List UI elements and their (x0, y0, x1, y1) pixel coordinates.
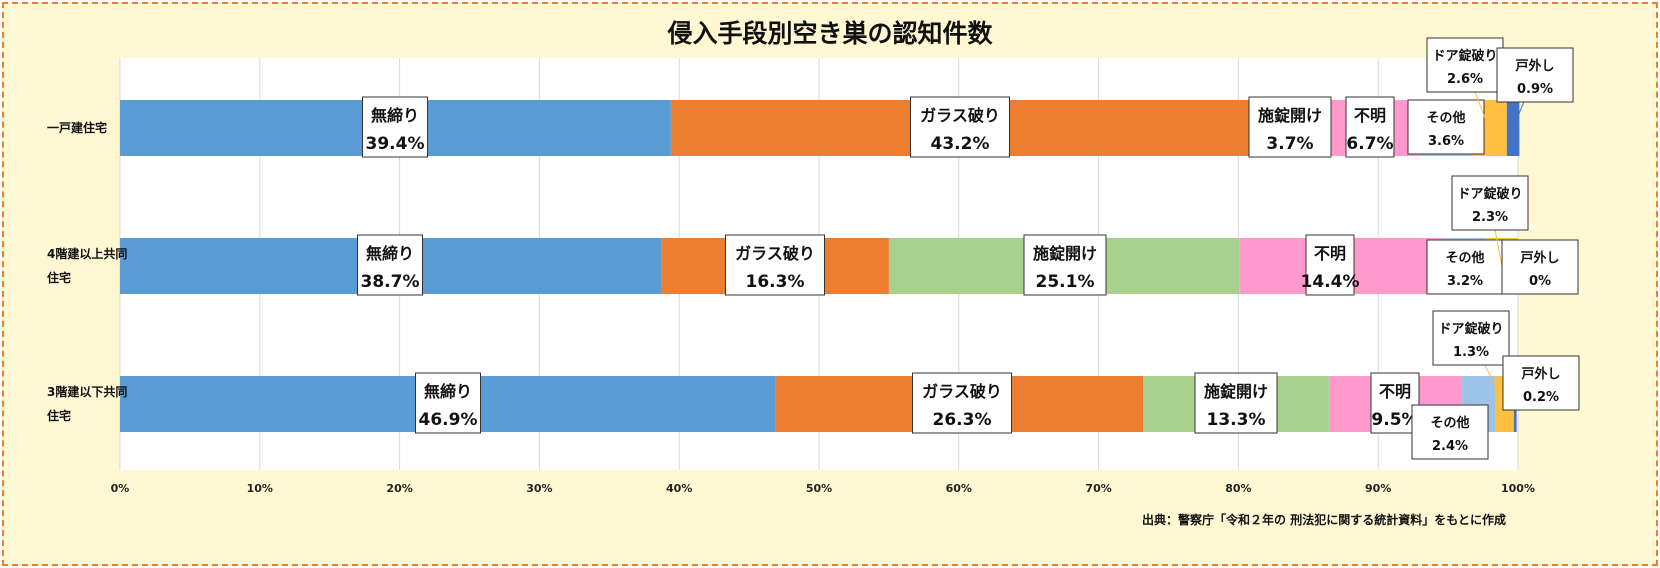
data-label-name: その他 (1430, 415, 1469, 431)
data-label-name: 無締り (424, 382, 472, 401)
data-label-value: 3.2% (1447, 274, 1483, 289)
x-tick-label: 50% (806, 482, 832, 495)
x-tick-label: 20% (386, 482, 412, 495)
data-label-value: 6.7% (1346, 134, 1393, 154)
data-label-box (1496, 47, 1574, 103)
data-label-value: 1.3% (1453, 345, 1489, 360)
data-label-box (725, 234, 825, 296)
bar-segment-6 (1506, 100, 1520, 156)
data-label-name: 施錠開け (1258, 106, 1322, 125)
data-label-value: 26.3% (933, 410, 992, 430)
data-label-value: 39.4% (366, 134, 425, 154)
data-label-value: 0% (1529, 274, 1551, 289)
data-label-value: 2.3% (1472, 210, 1508, 225)
data-label-value: 0.9% (1517, 82, 1553, 97)
data-label-name: 無締り (371, 106, 419, 125)
data-label-box (1407, 99, 1485, 155)
data-label-name: ガラス破り (735, 244, 815, 263)
chart-title: 侵入手段別空き巣の認知件数 (666, 19, 993, 48)
data-label-box (357, 234, 423, 296)
data-label-box (1370, 372, 1420, 434)
data-label-box (1023, 234, 1107, 296)
data-label-name: ドア錠破り (1438, 321, 1503, 337)
data-label-name: 戸外し (1521, 366, 1560, 382)
category-label: 3階建以下共同住宅 (47, 384, 127, 423)
data-label-value: 3.6% (1428, 134, 1464, 149)
data-label-box (1194, 372, 1278, 434)
data-label-name: 戸外し (1515, 58, 1554, 74)
category-label: 一戸建住宅 (47, 120, 107, 135)
data-label-name: その他 (1426, 110, 1465, 126)
data-label-value: 2.6% (1447, 72, 1483, 87)
data-label-name: 不明 (1314, 244, 1346, 263)
data-label-name: その他 (1445, 250, 1484, 266)
x-tick-label: 90% (1365, 482, 1391, 495)
data-label-value: 25.1% (1036, 272, 1095, 292)
data-label-box (415, 372, 481, 434)
x-tick-label: 100% (1501, 482, 1535, 495)
data-label-name: ガラス破り (920, 106, 1000, 125)
data-label-name: 不明 (1354, 106, 1386, 125)
data-label-value: 3.7% (1266, 134, 1313, 154)
data-label-box (1411, 404, 1489, 460)
data-label-box (1451, 175, 1529, 231)
data-label-value: 13.3% (1207, 410, 1266, 430)
data-label-box (910, 96, 1010, 158)
data-label-box (1432, 310, 1510, 366)
data-label-box (1426, 37, 1504, 93)
data-label-name: 戸外し (1520, 250, 1559, 266)
x-tick-label: 70% (1085, 482, 1111, 495)
data-label-name: ドア錠破り (1457, 186, 1522, 202)
x-tick-label: 10% (247, 482, 273, 495)
data-label-name: ドア錠破り (1432, 48, 1497, 64)
category-label: 4階建以上共同住宅 (47, 246, 127, 285)
data-label-name: 不明 (1379, 382, 1411, 401)
data-label-box (1502, 355, 1580, 411)
x-tick-label: 60% (946, 482, 972, 495)
x-tick-label: 80% (1225, 482, 1251, 495)
data-label-name: 施錠開け (1033, 244, 1097, 263)
data-label-value: 14.4% (1301, 272, 1360, 292)
data-label-box (1305, 234, 1355, 296)
data-label-value: 46.9% (419, 410, 478, 430)
source-note: 出典：警察庁「令和２年の 刑法犯に関する統計資料」をもとに作成 (1142, 512, 1506, 527)
data-label-box (912, 372, 1012, 434)
data-label-box (1248, 96, 1332, 158)
data-label-name: 施錠開け (1204, 382, 1268, 401)
data-label-box (1501, 239, 1579, 295)
data-label-value: 2.4% (1432, 439, 1468, 454)
data-label-name: ガラス破り (922, 382, 1002, 401)
data-label-value: 0.2% (1523, 390, 1559, 405)
data-label-value: 16.3% (746, 272, 805, 292)
x-tick-label: 0% (111, 482, 130, 495)
data-label-box (362, 96, 428, 158)
x-tick-label: 30% (526, 482, 552, 495)
x-tick-label: 40% (666, 482, 692, 495)
data-label-value: 38.7% (361, 272, 420, 292)
data-label-value: 43.2% (931, 134, 990, 154)
data-label-value: 9.5% (1371, 410, 1418, 430)
data-label-name: 無締り (366, 244, 414, 263)
data-label-box (1345, 96, 1395, 158)
data-label-box (1426, 239, 1504, 295)
